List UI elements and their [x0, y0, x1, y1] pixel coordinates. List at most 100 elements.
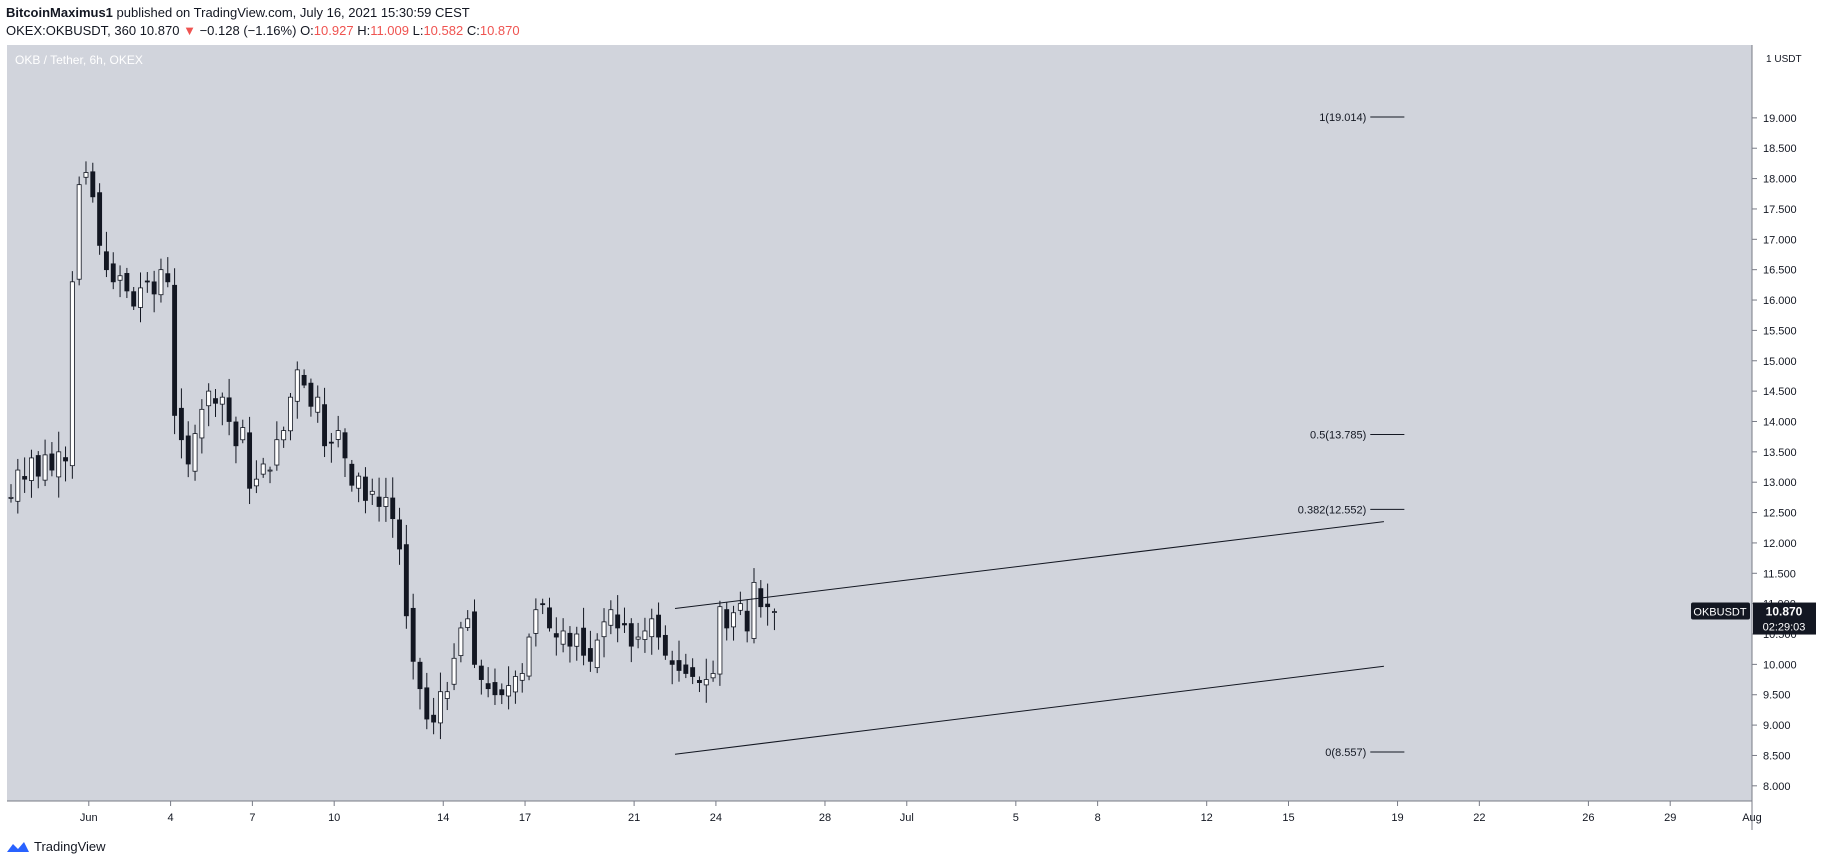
annotations-layer: 1(19.014) 0.5(13.785) 0.382(12.552) 0(8.557… — [674, 112, 1405, 759]
candle-down — [172, 284, 178, 416]
candle-down — [724, 609, 730, 629]
x-tick-label: Jun — [80, 812, 98, 824]
publish-line: BitcoinMaximus1 published on TradingView… — [6, 4, 520, 22]
candle-up — [315, 396, 321, 413]
candle-down — [553, 633, 559, 638]
price-tag-bg — [1753, 602, 1816, 635]
candle-up — [703, 679, 709, 686]
candle-up — [519, 673, 525, 681]
candle-down — [178, 407, 184, 441]
open-value: 10.927 — [313, 23, 354, 38]
x-tick-label: 19 — [1391, 812, 1403, 824]
candle-up — [465, 618, 471, 628]
fib-level-label: 0.382(12.552) — [1298, 504, 1367, 516]
x-tick-label: 10 — [328, 812, 340, 824]
y-tick-label: 9.000 — [1763, 720, 1791, 732]
candle-down — [213, 398, 218, 404]
y-unit-label: 1 USDT — [1766, 54, 1802, 65]
down-arrow-icon: ▼ — [183, 23, 196, 38]
candle-up — [731, 612, 736, 628]
x-tick-label: 14 — [437, 812, 449, 824]
fib-level-label: 0.5(13.785) — [1310, 430, 1366, 442]
y-tick-label: 8.000 — [1763, 781, 1791, 793]
candle-down — [328, 441, 334, 444]
fib-level-label: 0(8.557) — [1325, 747, 1366, 759]
y-tick-label: 11.500 — [1763, 568, 1796, 580]
candle-up — [15, 469, 21, 502]
candle-down — [417, 661, 423, 690]
y-tick-label: 15.000 — [1763, 356, 1797, 368]
candle-up — [649, 618, 655, 638]
candle-down — [547, 607, 552, 629]
candle-down — [697, 680, 702, 683]
open-label: O: — [300, 23, 314, 38]
candle-down — [669, 660, 675, 665]
candle-up — [206, 390, 212, 407]
x-tick-label: 17 — [519, 812, 531, 824]
candle-down — [22, 476, 28, 480]
last-price: 10.870 — [139, 23, 180, 38]
candle-up — [608, 609, 614, 626]
x-tick-label: 28 — [819, 812, 831, 824]
candle-up — [751, 581, 757, 639]
close-label: C: — [466, 23, 480, 38]
x-tick-label: 4 — [168, 812, 174, 824]
candle-down — [131, 291, 137, 307]
symbol-line: OKEX:OKBUSDT, 360 10.870 ▼ −0.128 (−1.16… — [6, 22, 520, 40]
y-tick-label: 13.500 — [1763, 447, 1797, 459]
price-change: −0.128 (−1.16%) — [199, 23, 297, 38]
price-axis[interactable]: 19.000 18.500 18.000 17.500 17.000 16.500 16.0… — [1752, 113, 1797, 793]
candle-up — [335, 430, 341, 440]
y-tick-label: 19.000 — [1763, 113, 1797, 125]
close-value: 10.870 — [479, 23, 520, 38]
candle-up — [240, 427, 246, 441]
plot-pane[interactable] — [7, 45, 1752, 801]
candle-up — [83, 172, 89, 178]
candle-up — [533, 609, 539, 634]
candle-down — [233, 421, 239, 447]
time-axis[interactable]: Jun 4 7 10 14 17 21 24 28 Jul 5 8 12 15 19 22 26 29 Aug — [80, 801, 1762, 824]
candle-up — [294, 369, 300, 402]
candle-up — [288, 396, 293, 432]
candle-down — [90, 171, 96, 198]
candle-down — [472, 611, 477, 665]
candle-down — [683, 664, 689, 674]
candle-down — [376, 496, 382, 507]
candle-down — [676, 660, 682, 671]
candle-down — [301, 374, 307, 386]
candle-up — [56, 451, 62, 478]
candle-up — [512, 676, 518, 693]
candle-down — [63, 457, 68, 462]
high-value: 11.009 — [370, 23, 409, 38]
tradingview-logo-icon — [7, 841, 29, 852]
y-tick-label: 12.000 — [1763, 538, 1797, 550]
y-tick-label: 15.500 — [1763, 325, 1797, 337]
candle-up — [158, 269, 164, 296]
candle-down — [424, 687, 430, 720]
publish-info: published on TradingView.com, July 16, 2… — [116, 5, 470, 20]
candle-down — [410, 607, 416, 662]
x-tick-label: 5 — [1013, 812, 1019, 824]
y-tick-label: 9.500 — [1763, 690, 1791, 702]
y-tick-label: 17.000 — [1763, 234, 1797, 246]
candle-down — [478, 665, 484, 680]
tradingview-logo[interactable]: TradingView — [6, 839, 106, 854]
candle-down — [403, 544, 409, 617]
x-tick-label: 8 — [1095, 812, 1101, 824]
author-name[interactable]: BitcoinMaximus1 — [6, 5, 113, 20]
candle-up — [506, 685, 512, 697]
y-tick-label: 13.000 — [1763, 477, 1797, 489]
candle-down — [35, 455, 41, 477]
candle-down — [485, 683, 491, 690]
candle-down — [308, 382, 314, 407]
candle-up — [574, 633, 580, 647]
candle-up — [260, 463, 266, 475]
candle-down — [587, 648, 593, 662]
candle-up — [281, 430, 287, 441]
candle-up — [717, 606, 723, 675]
y-tick-label: 8.500 — [1763, 750, 1791, 762]
candle-down — [124, 273, 130, 292]
candle-up — [356, 475, 362, 489]
candle-down — [615, 614, 621, 629]
